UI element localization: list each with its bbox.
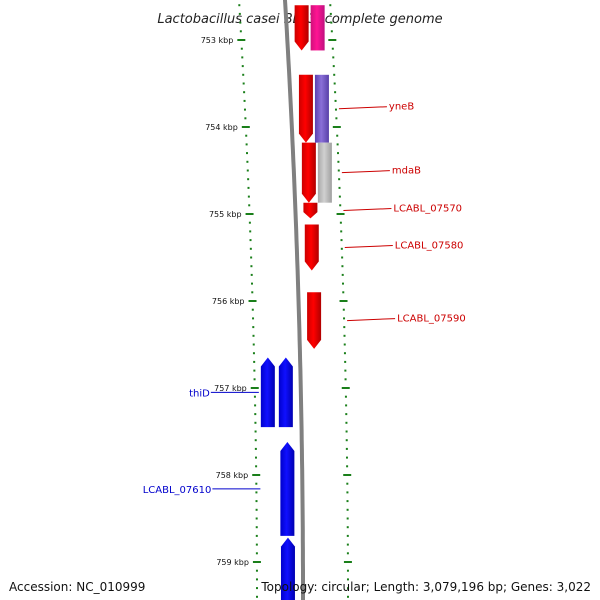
- ruler-label: 754 kbp: [205, 123, 238, 132]
- gene-label-mdaB: mdaB: [392, 166, 421, 177]
- gene-label-LCABL_07580: LCABL_07580: [395, 240, 464, 251]
- ruler-label: 755 kbp: [209, 210, 242, 219]
- ruler-label: 756 kbp: [212, 297, 245, 306]
- gene-label-thiD: thiD: [189, 388, 210, 399]
- feature_purple: [314, 74, 329, 143]
- gene-LCABL_07580: [304, 224, 319, 271]
- label-leader: [343, 208, 392, 212]
- gene-labels: yneB mdaB LCABL_07570 LCABL_07580 LCABL_0759…: [143, 102, 466, 496]
- ruler-label: 758 kbp: [216, 471, 249, 480]
- ruler-label: 759 kbp: [216, 558, 249, 567]
- gene-LCABL_07590: [307, 292, 322, 349]
- gene-LCABL_07570: [303, 202, 318, 219]
- backbone-line: [282, 0, 305, 600]
- ruler: 753 kbp 754 kbp 755 kbp 756 kbp 757 kbp 758 k…: [201, 4, 352, 598]
- gene-reverse_gene_bottom: [280, 537, 295, 600]
- ruler-label: 753 kbp: [201, 36, 234, 45]
- feature_magenta: [310, 5, 325, 51]
- label-leader: [344, 244, 393, 248]
- gene-thiD: [278, 357, 293, 428]
- gene-mdaB: [301, 142, 316, 203]
- gene-yneB: [298, 74, 313, 143]
- label-leader: [347, 318, 396, 322]
- ruler-label: 757 kbp: [214, 384, 247, 393]
- gene-label-yneB: yneB: [389, 102, 414, 113]
- gene-reverse_gene_inner: [260, 357, 275, 428]
- accession-text: Accession: NC_010999: [9, 580, 146, 594]
- label-leader: [341, 170, 390, 174]
- gene-label-LCABL_07570: LCABL_07570: [393, 204, 462, 215]
- feature_gray: [317, 142, 332, 203]
- gene-label-LCABL_07590: LCABL_07590: [397, 314, 466, 325]
- gene-label-LCABL_07610: LCABL_07610: [143, 485, 212, 496]
- gene-LCABL_07610: [280, 441, 295, 536]
- label-leader: [338, 106, 387, 110]
- gene-forward_gene_top: [294, 5, 309, 51]
- genome-backbone: [282, 0, 305, 600]
- genome-stats-text: Topology: circular; Length: 3,079,196 bp…: [261, 580, 591, 594]
- gene-track: [260, 5, 332, 600]
